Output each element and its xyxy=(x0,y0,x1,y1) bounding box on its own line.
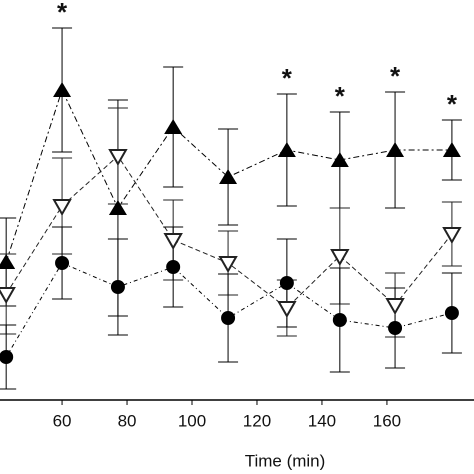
marker xyxy=(332,313,347,327)
marker xyxy=(386,142,405,157)
marker xyxy=(55,256,70,270)
marker xyxy=(442,227,462,245)
marker xyxy=(0,350,14,364)
x-tick-label: 100 xyxy=(178,411,206,430)
marker xyxy=(108,200,127,215)
marker xyxy=(0,254,16,269)
x-tick-label: 60 xyxy=(53,411,72,430)
marker xyxy=(277,301,297,319)
marker xyxy=(108,149,128,167)
significance-star: * xyxy=(282,63,293,93)
significance-star: * xyxy=(447,89,458,119)
marker xyxy=(279,276,294,290)
marker xyxy=(277,142,296,157)
significance-star: * xyxy=(57,0,68,27)
marker xyxy=(442,142,461,157)
x-tick-label: 120 xyxy=(243,411,271,430)
series-line xyxy=(5,88,452,263)
marker xyxy=(388,321,403,335)
marker xyxy=(330,152,349,167)
series-line xyxy=(5,262,453,358)
marker xyxy=(110,280,125,294)
marker xyxy=(166,260,181,274)
marker xyxy=(52,199,72,217)
significance-star: * xyxy=(390,61,401,91)
significance-star: * xyxy=(335,81,346,111)
marker xyxy=(330,249,350,267)
marker xyxy=(164,119,183,134)
marker xyxy=(53,82,72,97)
marker xyxy=(163,233,183,251)
marker xyxy=(221,311,236,325)
marker xyxy=(0,287,16,305)
x-tick-label: 140 xyxy=(308,411,336,430)
x-tick-label: 80 xyxy=(118,411,137,430)
x-tick-label: 160 xyxy=(373,411,401,430)
marker xyxy=(219,169,238,184)
x-axis-label: Time (min) xyxy=(245,451,326,470)
marker xyxy=(218,256,238,274)
marker xyxy=(385,298,405,316)
marker xyxy=(444,306,459,320)
